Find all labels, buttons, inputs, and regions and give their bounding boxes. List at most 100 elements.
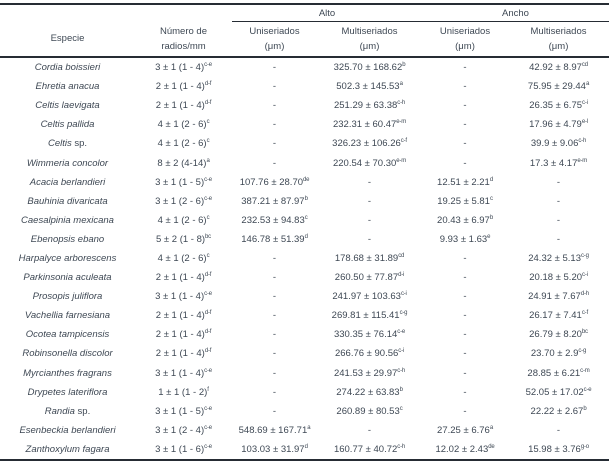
significance-superscript: c-e bbox=[204, 367, 212, 374]
alto-multiseriados-cell: 325.70 ± 168.62b bbox=[317, 57, 422, 77]
cell-value: 4 ± 1 (2 - 6) bbox=[157, 252, 207, 264]
cell-value: 274.22 ± 63.83 bbox=[336, 386, 400, 398]
ancho-uniseriados-cell: - bbox=[422, 77, 508, 96]
significance-superscript: e bbox=[487, 233, 491, 240]
ancho-multiseriados-cell: 52.05 ± 17.02c-e bbox=[508, 383, 609, 402]
cell-value: - bbox=[556, 424, 561, 436]
species-suffix: sp. bbox=[71, 138, 88, 150]
species-cell: Robinsonella discolor bbox=[0, 344, 135, 363]
significance-superscript: d-h bbox=[580, 291, 589, 298]
species-name: Celtis bbox=[47, 138, 72, 150]
significance-superscript: de bbox=[303, 176, 310, 183]
table-row: Parkinsonia aculeata 2 ± 1 (1 - 4)d-f - 260… bbox=[0, 268, 609, 287]
cell-value: 27.25 ± 6.76 bbox=[437, 424, 490, 436]
radios-cell: 3 ± 1 (1 - 4)c-e bbox=[135, 57, 232, 77]
ancho-multiseriados-cell: - bbox=[508, 192, 609, 211]
cell-value: 23.70 ± 2.9 bbox=[530, 348, 579, 360]
species-cell: Randia sp. bbox=[0, 402, 135, 421]
significance-superscript: c-f bbox=[400, 138, 407, 145]
cell-value: 19.25 ± 5.81 bbox=[437, 195, 490, 207]
ancho-uniseriados-cell: - bbox=[422, 344, 508, 363]
ancho-multiseriados-cell: 42.92 ± 8.97cd bbox=[508, 57, 609, 77]
species-cell: Vachellia farnesiana bbox=[0, 306, 135, 325]
ancho-uniseriados-unit: (μm) bbox=[455, 41, 475, 52]
sub-header-row: Especie Número de radios/mm Uniseriados … bbox=[0, 21, 609, 58]
cell-value: 2 ± 1 (1 - 4) bbox=[155, 100, 205, 112]
alto-uniseriados-cell: - bbox=[232, 364, 317, 383]
alto-multiseriados-cell: 502.3 ± 145.53a bbox=[317, 77, 422, 96]
significance-superscript: c-e bbox=[204, 291, 212, 298]
ancho-multiseriados-cell: 26.17 ± 7.41c-f bbox=[508, 306, 609, 325]
alto-multiseriados-cell: 260.50 ± 77.87d-i bbox=[317, 268, 422, 287]
alto-uniseriados-cell: - bbox=[232, 402, 317, 421]
ancho-multiseriados-cell: 28.85 ± 6.21c-m bbox=[508, 364, 609, 383]
ancho-uniseriados-cell: 12.02 ± 2.43de bbox=[422, 440, 508, 460]
ancho-multiseriados-cell: 23.70 ± 2.9c-g bbox=[508, 344, 609, 363]
ancho-multiseriados-cell: 20.18 ± 5.20c-i bbox=[508, 268, 609, 287]
significance-superscript: a bbox=[206, 157, 210, 164]
species-name: Robinsonella discolor bbox=[22, 348, 113, 360]
significance-superscript: c-g bbox=[578, 348, 587, 355]
numero-line-2: radios/mm bbox=[161, 40, 206, 52]
table-body: Cordia boissieri 3 ± 1 (1 - 4)c-e -325.70 … bbox=[0, 57, 609, 460]
significance-superscript: b bbox=[402, 61, 406, 68]
cell-value: 269.81 ± 115.41 bbox=[331, 310, 400, 322]
alto-uniseriados-cell: 387.21 ± 87.97b bbox=[232, 192, 317, 211]
ancho-uniseriados-cell: - bbox=[422, 96, 508, 115]
significance-superscript: e-m bbox=[577, 157, 588, 164]
cell-value: 3 ± 1 (2 - 4) bbox=[155, 424, 205, 436]
alto-multiseriados-unit: (μm) bbox=[359, 41, 380, 52]
cell-value: 28.85 ± 6.21 bbox=[527, 367, 581, 379]
cell-value: 220.54 ± 70.30 bbox=[332, 157, 397, 169]
species-cell: Ehretia anacua bbox=[0, 77, 135, 96]
cell-value: - bbox=[463, 138, 467, 150]
ancho-uniseriados-cell: 27.25 ± 6.76a bbox=[422, 421, 508, 440]
table-row: Caesalpinia mexicana 4 ± 1 (2 - 6)c 232.53… bbox=[0, 211, 609, 230]
alto-multiseriados-cell: 326.23 ± 106.26c-f bbox=[317, 134, 422, 153]
ancho-uniseriados-cell: - bbox=[422, 402, 508, 421]
significance-superscript: c-e bbox=[204, 61, 212, 68]
radios-cell: 4 ± 1 (2 - 6)c bbox=[135, 115, 232, 134]
cell-value: 2 ± 1 (1 - 4) bbox=[155, 329, 205, 341]
alto-multiseriados-cell: 266.76 ± 90.56c-i bbox=[317, 344, 422, 363]
significance-superscript: a bbox=[399, 80, 403, 87]
significance-superscript: bc bbox=[205, 233, 211, 240]
cell-value: - bbox=[272, 81, 277, 93]
ancho-multiseriados-cell: 26.79 ± 8.20bc bbox=[508, 325, 609, 344]
alto-uniseriados-cell: - bbox=[232, 77, 317, 96]
cell-value: 8 ± 2 (4-14) bbox=[157, 157, 207, 169]
cell-value: 3 ± 1 (1 - 6) bbox=[155, 443, 205, 455]
ancho-multiseriados-label: Multiseriados bbox=[530, 26, 587, 37]
alto-multiseriados-cell: 241.97 ± 103.63c-i bbox=[317, 287, 422, 306]
group-spacer-especie bbox=[0, 4, 135, 22]
species-cell: Cordia boissieri bbox=[0, 57, 135, 77]
significance-superscript: d-f bbox=[204, 329, 212, 336]
table-row: Harpalyce arborescens 4 ± 1 (2 - 6)c - 178.… bbox=[0, 249, 609, 268]
cell-value: 260.50 ± 77.87 bbox=[334, 272, 399, 284]
ancho-multiseriados-cell: - bbox=[508, 211, 609, 230]
cell-value: - bbox=[463, 329, 467, 341]
cell-value: 4 ± 1 (2 - 6) bbox=[157, 214, 207, 226]
species-cell: Prosopis juliflora bbox=[0, 287, 135, 306]
radios-cell: 3 ± 1 (1 - 4)c-e bbox=[135, 287, 232, 306]
species-cell: Caesalpinia mexicana bbox=[0, 211, 135, 230]
significance-superscript: c bbox=[206, 252, 210, 259]
significance-superscript: d-f bbox=[204, 271, 212, 278]
cell-value: 178.68 ± 31.89 bbox=[334, 252, 399, 264]
species-cell: Celtis pallida bbox=[0, 115, 135, 134]
ray-measurements-table: Alto Ancho Especie Número de radios/mm U… bbox=[0, 3, 609, 461]
cell-value: 12.51 ± 2.21 bbox=[437, 176, 490, 188]
significance-superscript: c-e bbox=[204, 176, 212, 183]
ancho-uniseriados-label: Uniseriados bbox=[439, 26, 491, 37]
ancho-uniseriados-cell: - bbox=[422, 268, 508, 287]
radios-cell: 2 ± 1 (1 - 4)d-f bbox=[135, 325, 232, 344]
significance-superscript: e-l bbox=[581, 119, 588, 126]
ancho-uniseriados-cell: 20.43 ± 6.97b bbox=[422, 211, 508, 230]
radios-cell: 8 ± 2 (4-14)a bbox=[135, 153, 232, 172]
significance-superscript: b bbox=[489, 214, 493, 221]
ancho-multiseriados-cell: 75.95 ± 29.44a bbox=[508, 77, 609, 96]
cell-value: 3 ± 1 (1 - 4) bbox=[155, 62, 205, 74]
ancho-multiseriados-cell: 24.91 ± 7.67d-h bbox=[508, 287, 609, 306]
alto-uniseriados-cell: - bbox=[232, 96, 317, 115]
cell-value: - bbox=[556, 214, 561, 226]
